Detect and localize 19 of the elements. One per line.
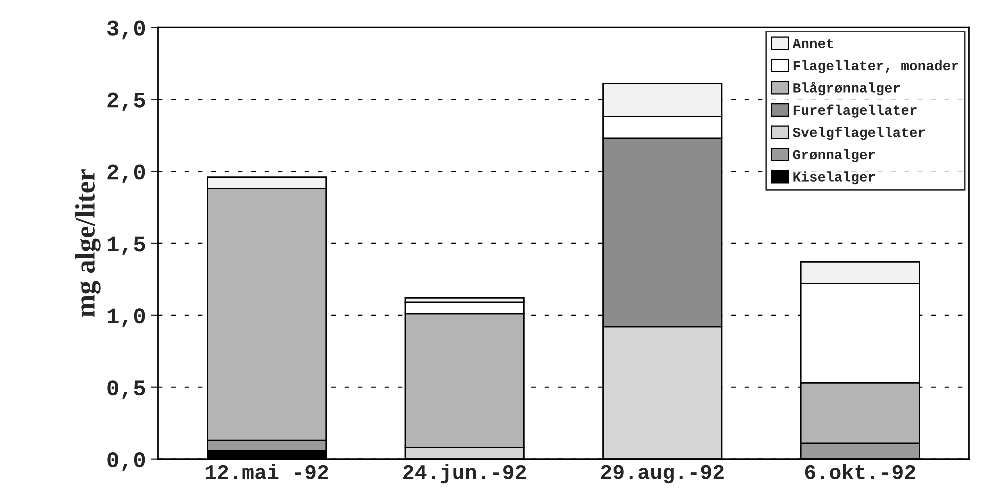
- y-tick-label: 3,0: [107, 20, 146, 40]
- legend-label: Grønnalger: [793, 149, 876, 162]
- x-tick-label: 6.okt.-92: [805, 464, 916, 480]
- legend-label: Annet: [792, 39, 834, 48]
- y-axis-title: mg alge/liter: [75, 170, 101, 318]
- x-tick-label: 29.aug.-92: [601, 465, 724, 484]
- y-tick-label: 1,5: [108, 236, 146, 256]
- legend-label: Flagellater, monader: [794, 60, 958, 74]
- y-tick-label: 0,5: [108, 380, 146, 400]
- x-tick-label: 12.mai -92: [206, 464, 328, 480]
- legend-label: Fureflagellater: [794, 104, 917, 118]
- legend-label: Svelgflagellater: [793, 126, 926, 140]
- y-tick-label: 0,0: [108, 452, 146, 472]
- y-tick-label: 1,0: [108, 308, 146, 328]
- legend-label: Blågrønnalger: [794, 82, 900, 96]
- y-tick-label: 2,5: [108, 92, 146, 112]
- x-tick-label: 24.jun.-92: [404, 464, 526, 484]
- y-tick-label: 2,0: [108, 164, 146, 184]
- legend-label: Kiselalger: [794, 172, 876, 185]
